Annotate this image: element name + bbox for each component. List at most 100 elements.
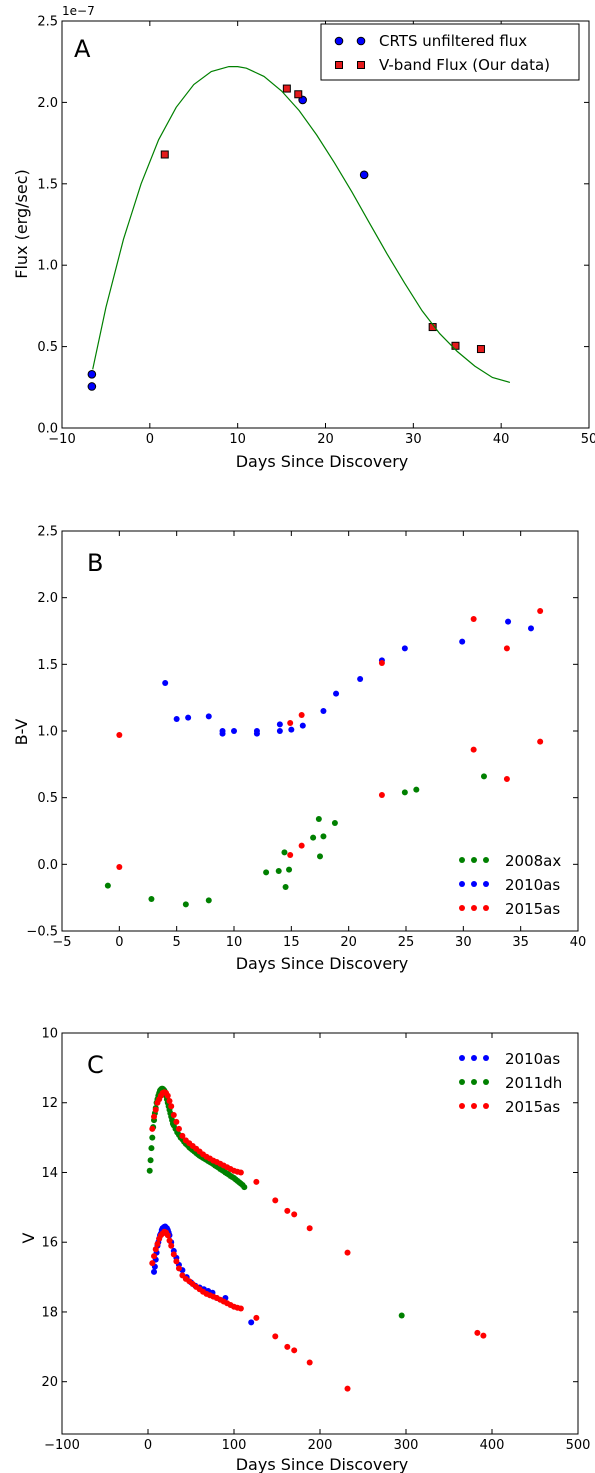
panel-a: −10 0 10 20 30 40 500.00.51.01.52.02.5 A 1e−7 … [12,4,595,471]
panel-c-point-2015as [164,1092,171,1099]
panel-c-point-2010as [248,1319,255,1326]
panel-b-point-2015as [503,776,510,782]
panel-a-letter: A [74,35,91,63]
panel-b-point-2008ax [320,833,327,840]
panel-a-point-v-band-flux-our-data- [451,341,460,350]
panel-b-point-2010as [401,645,408,652]
panel-b-point-2015as [470,616,477,622]
panel-c-point-2015as [149,1125,156,1132]
panel-a-legend-box [320,23,580,81]
panel-c-x-tick-label: 0 [144,1438,152,1453]
panel-b-point-2010as [459,638,466,645]
panel-c-legend-marker-2011dh-1 [459,1079,465,1085]
panel-b-y-tick-label: −0.5 [26,925,58,940]
panel-c-point-2015as [179,1132,186,1139]
panel-a-point-crts-unfiltered-flux [87,382,97,391]
panel-a-y-tick-label: 0.0 [37,422,58,437]
panel-b-x-tick-label: 0 [115,935,123,950]
panel-b-legend-marker-2010as-3 [483,881,489,887]
panel-c-point-2015as [173,1118,180,1125]
panel-b-legend-label-2010as: 2010as [505,876,560,894]
panel-b-x-tick-label: 10 [226,935,243,950]
panel-c-point-2015as [344,1249,351,1256]
panel-a-point-v-band-flux-our-data- [160,150,169,159]
panel-c-legend-marker-2011dh-3 [483,1079,489,1085]
panel-c-y-tick-label: 16 [41,1236,58,1251]
panel-c-legend-marker-2010as-1 [459,1055,465,1061]
panel-c-marks [146,1085,487,1392]
panel-b-xlabel: Days Since Discovery [236,954,409,973]
panel-b-x-tick-label: 20 [340,935,357,950]
panel-b-legend: 2008ax 2010as 2015as [459,852,561,918]
panel-b-point-2008ax [148,896,155,902]
panel-b-legend-marker-2010as-1 [459,881,465,887]
panel-c-letter: C [87,1051,104,1079]
panel-a-y-tick-label: 2.5 [37,15,58,30]
panel-b-point-2015as [537,738,544,745]
panel-a-marks [87,65,511,391]
panel-b-x-tick-label: 5 [173,935,181,950]
panel-b-y-tick-label: 1.0 [37,725,58,740]
panel-b-point-2008ax [310,834,317,841]
panel-b-point-2015as [470,746,477,753]
panel-c-x-tick-label: 500 [566,1438,591,1453]
panel-b-y-tick-label: 2.5 [37,525,58,540]
panel-c-point-2015as [152,1106,159,1113]
panel-a-point-crts-unfiltered-flux [87,369,97,379]
panel-c-point-2015as [154,1240,161,1247]
panel-c-x-tick-label: 300 [394,1438,419,1453]
panel-c-point-2015as [152,1246,159,1253]
panel-c-point-2015as [166,1097,173,1104]
panel-b-point-2008ax [413,786,420,793]
panel-b-point-2008ax [263,869,270,876]
panel-b-point-2010as [231,728,237,734]
panel-b: −5 0 5 10 15 20 25 30 35 40 −0.5 0.0 0.5 1.0 1.5 2.0 2.5… [12,525,586,974]
panel-b-point-2008ax [401,789,408,796]
panel-a-y-tick-label: 1.0 [37,259,58,274]
panel-c-point-2015as [168,1242,175,1249]
panel-a-point-crts-unfiltered-flux [359,170,369,180]
panel-b-point-2010as [333,690,340,697]
panel-c-point-2015as [344,1385,351,1392]
panel-b-x-tick-label: 15 [283,935,300,950]
panel-b-marks [104,608,544,908]
panel-c-legend-label-2011dh: 2011dh [505,1074,562,1092]
panel-c-legend: 2010as 2011dh 2015as [459,1050,562,1116]
panel-a-legend-marker-vband-1 [335,61,343,69]
panel-c-point-2015as [480,1332,487,1339]
panel-b-legend-marker-2010as-2 [471,881,477,887]
panel-c-point-2015as [170,1111,177,1118]
panel-c-point-2015as [237,1305,244,1312]
panel-c-point-2015as [272,1197,279,1204]
panel-a-x-tick-label: 10 [229,432,246,447]
panel-b-point-2015as [298,842,305,849]
panel-c-point-2015as [175,1265,182,1272]
panel-b-point-2008ax [281,849,288,856]
panel-c-point-2011dh [241,1184,248,1191]
panel-c-point-2011dh [149,1134,156,1141]
panel-c-x-tick-label: 100 [222,1438,247,1453]
panel-a-point-v-band-flux-our-data- [294,90,303,99]
panel-c-point-2015as [253,1314,260,1321]
panel-b-point-2008ax [282,884,289,890]
panel-b-letter: B [87,549,103,577]
panel-b-point-2008ax [104,882,111,889]
panel-c-point-2015as [151,1253,158,1260]
panel-c: −100 0 100 200 300 400 500 10 12 14 16 18 20 C Days … [19,1027,590,1473]
panel-b-legend-label-2015as: 2015as [505,900,560,918]
panel-a-x-tick-label: 40 [493,432,510,447]
panel-c-point-2015as [306,1359,313,1366]
panel-c-point-2015as [253,1178,260,1185]
panel-c-point-2010as [151,1268,158,1275]
panel-b-legend-marker-2008ax-1 [459,857,465,863]
panel-c-x-tick-label: 200 [308,1438,333,1453]
panel-b-legend-marker-2015as-1 [459,905,465,911]
panel-b-point-2008ax [317,853,323,860]
panel-b-legend-marker-2008ax-3 [483,857,489,863]
panel-c-point-2015as [175,1125,182,1132]
panel-b-point-2010as [173,716,180,722]
panel-a-y-tick-label: 2.0 [37,96,58,111]
panel-c-y-tick-label: 18 [41,1305,58,1320]
panel-a-y-tick-label: 0.5 [37,340,58,355]
panel-a-legend-label-crts: CRTS unfiltered flux [379,32,527,50]
